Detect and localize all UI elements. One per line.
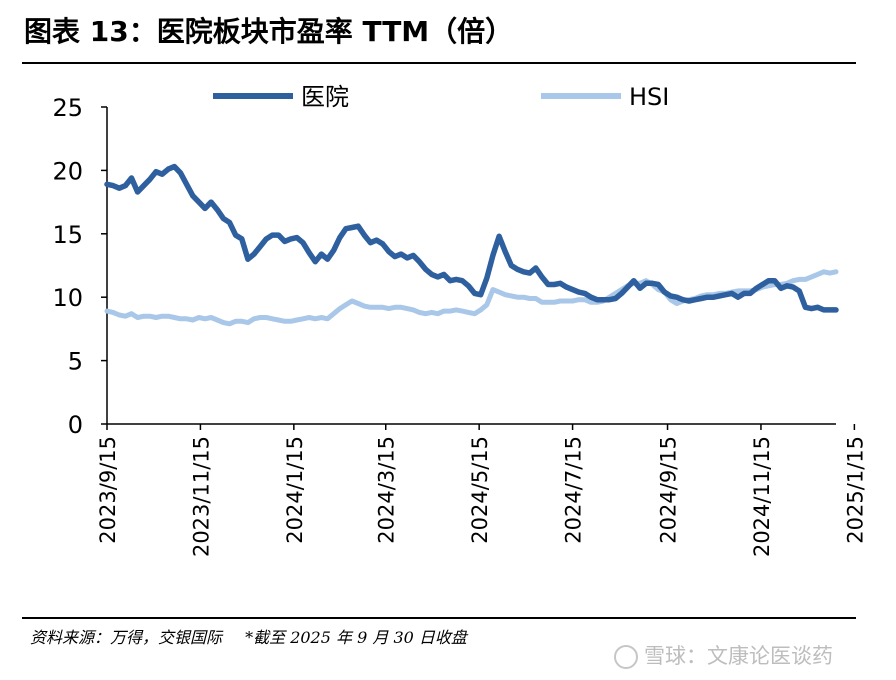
x-tick-label: 2023/11/15	[189, 436, 213, 557]
watermark-text: 雪球：文康论医谈药	[644, 644, 833, 668]
y-tick-label: 5	[68, 348, 83, 376]
source-text: 资料来源：万得，交银国际	[30, 628, 223, 647]
y-tick-label: 10	[52, 284, 83, 312]
y-axis: 0 5 10 15 20 25	[52, 94, 108, 439]
x-tick-label: 2024/1/15	[283, 436, 307, 544]
legend-label: HSI	[629, 83, 669, 111]
x-tick-label: 2024/9/15	[657, 436, 681, 544]
x-axis: 2023/9/15 2023/11/15 2024/1/15 2024/3/15 202…	[96, 423, 867, 557]
x-tick-label: 2024/7/15	[562, 436, 586, 544]
x-tick-label: 2024/5/15	[468, 436, 492, 544]
x-tick-label: 2025/1/15	[843, 436, 867, 544]
series-line-hsi	[104, 269, 839, 327]
watermark: 雪球：文康论医谈药	[614, 640, 833, 670]
legend: 医院 HSI	[213, 83, 669, 111]
series-line-hospital	[104, 163, 839, 313]
x-tick-label: 2023/9/15	[96, 436, 120, 544]
x-tick-label: 2024/11/15	[750, 436, 774, 557]
series-layer	[104, 163, 839, 327]
date-note: *截至 2025 年 9 月 30 日收盘	[245, 628, 467, 647]
title-rule	[22, 62, 856, 64]
y-tick-label: 15	[52, 221, 83, 249]
y-tick-label: 0	[68, 411, 83, 439]
figure-title: 图表 13：医院板块市盈率 TTM（倍）	[24, 15, 514, 48]
legend-label: 医院	[301, 83, 349, 111]
source-note: 资料来源：万得，交银国际 *截至 2025 年 9 月 30 日收盘	[30, 624, 485, 648]
y-tick-label: 25	[52, 94, 83, 122]
source-rule	[22, 617, 856, 619]
snowball-logo-icon	[614, 645, 638, 669]
y-tick-label: 20	[52, 157, 83, 185]
x-tick-label: 2024/3/15	[375, 436, 399, 544]
